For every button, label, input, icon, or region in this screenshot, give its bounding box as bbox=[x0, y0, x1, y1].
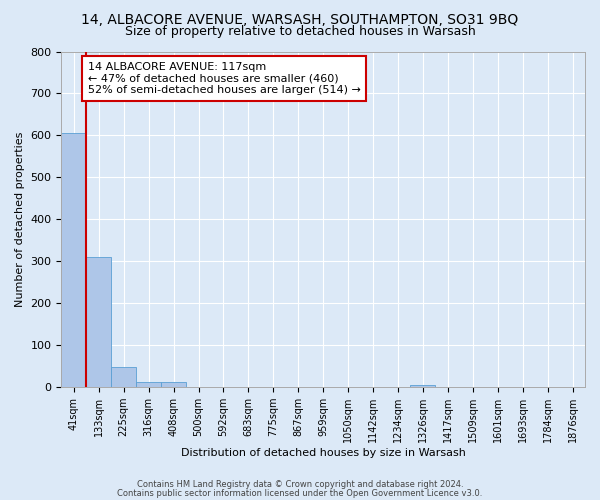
Bar bbox=[86, 257, 111, 387]
Text: Contains HM Land Registry data © Crown copyright and database right 2024.: Contains HM Land Registry data © Crown c… bbox=[137, 480, 463, 489]
Bar bbox=[61, 133, 86, 387]
Text: 14 ALBACORE AVENUE: 117sqm
← 47% of detached houses are smaller (460)
52% of sem: 14 ALBACORE AVENUE: 117sqm ← 47% of deta… bbox=[88, 62, 361, 95]
Bar bbox=[111, 366, 136, 387]
X-axis label: Distribution of detached houses by size in Warsash: Distribution of detached houses by size … bbox=[181, 448, 466, 458]
Text: Contains public sector information licensed under the Open Government Licence v3: Contains public sector information licen… bbox=[118, 488, 482, 498]
Bar bbox=[136, 382, 161, 387]
Bar bbox=[410, 385, 436, 387]
Bar bbox=[161, 382, 186, 387]
Text: Size of property relative to detached houses in Warsash: Size of property relative to detached ho… bbox=[125, 25, 475, 38]
Text: 14, ALBACORE AVENUE, WARSASH, SOUTHAMPTON, SO31 9BQ: 14, ALBACORE AVENUE, WARSASH, SOUTHAMPTO… bbox=[82, 12, 518, 26]
Y-axis label: Number of detached properties: Number of detached properties bbox=[15, 132, 25, 307]
